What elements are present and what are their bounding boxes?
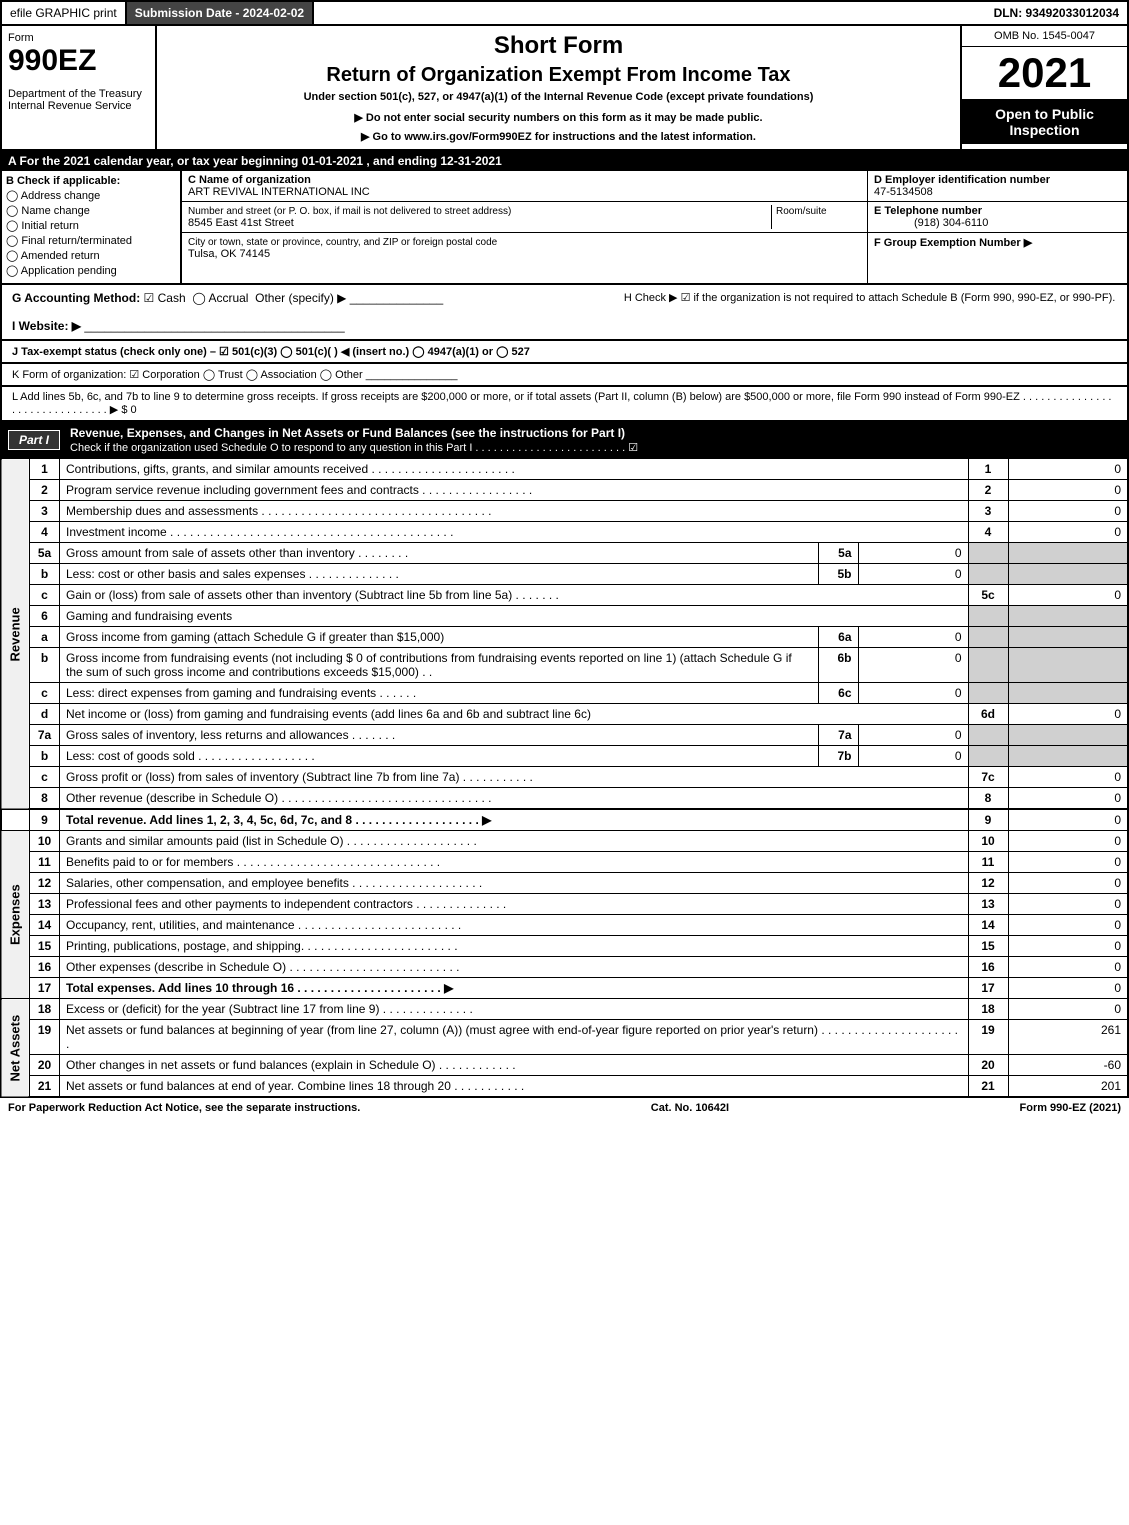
org-name: ART REVIVAL INTERNATIONAL INC — [188, 186, 370, 198]
footer-paperwork: For Paperwork Reduction Act Notice, see … — [8, 1102, 360, 1114]
short-form-title: Short Form — [163, 32, 954, 60]
row-g-h-i: G Accounting Method: ☑ Cash ◯ Accrual Ot… — [0, 285, 1129, 341]
c-city-label: City or town, state or province, country… — [188, 237, 497, 248]
dept-label: Department of the Treasury — [8, 88, 149, 100]
top-bar: efile GRAPHIC print Submission Date - 20… — [0, 0, 1129, 26]
form-header: Form 990EZ Department of the Treasury In… — [0, 26, 1129, 151]
form-number: 990EZ — [8, 44, 149, 78]
chk-initial-return[interactable]: ◯ Initial return — [6, 219, 176, 232]
section-b: B Check if applicable: ◯ Address change … — [2, 171, 182, 283]
expenses-tab: Expenses — [1, 831, 30, 999]
tax-year: 2021 — [962, 47, 1127, 100]
irs-label: Internal Revenue Service — [8, 100, 149, 112]
section-c: C Name of organization ART REVIVAL INTER… — [182, 171, 867, 283]
net-assets-tab: Net Assets — [1, 999, 30, 1098]
chk-address-change[interactable]: ◯ Address change — [6, 189, 176, 202]
chk-cash[interactable]: ☑ Cash — [144, 291, 186, 305]
efile-print-label[interactable]: efile GRAPHIC print — [2, 2, 127, 24]
chk-final-return[interactable]: ◯ Final return/terminated — [6, 234, 176, 247]
footer-cat-no: Cat. No. 10642I — [651, 1102, 729, 1114]
header-center: Short Form Return of Organization Exempt… — [157, 26, 962, 149]
ssn-warning: ▶ Do not enter social security numbers o… — [163, 111, 954, 124]
chk-application-pending[interactable]: ◯ Application pending — [6, 264, 176, 277]
goto-link[interactable]: ▶ Go to www.irs.gov/Form990EZ for instru… — [163, 130, 954, 143]
chk-name-change[interactable]: ◯ Name change — [6, 204, 176, 217]
org-street: 8545 East 41st Street — [188, 217, 294, 229]
header-right: OMB No. 1545-0047 2021 Open to Public In… — [962, 26, 1127, 149]
submission-date-button[interactable]: Submission Date - 2024-02-02 — [127, 2, 314, 24]
ein: 47-5134508 — [874, 186, 933, 198]
e-label: E Telephone number — [874, 205, 982, 217]
f-label: F Group Exemption Number ▶ — [874, 237, 1032, 249]
b-label: B Check if applicable: — [6, 175, 120, 187]
chk-accrual[interactable]: ◯ Accrual — [192, 291, 248, 305]
public-inspection: Open to Public Inspection — [962, 100, 1127, 144]
i-label: I Website: ▶ — [12, 319, 81, 333]
org-city: Tulsa, OK 74145 — [188, 248, 270, 260]
info-grid: B Check if applicable: ◯ Address change … — [0, 171, 1129, 285]
c-name-label: C Name of organization — [188, 174, 311, 186]
row-l: L Add lines 5b, 6c, and 7b to line 9 to … — [0, 387, 1129, 422]
row-k: K Form of organization: ☑ Corporation ◯ … — [0, 364, 1129, 387]
part1-header: Part I Revenue, Expenses, and Changes in… — [0, 422, 1129, 458]
under-section: Under section 501(c), 527, or 4947(a)(1)… — [163, 91, 954, 103]
part1-check: Check if the organization used Schedule … — [70, 442, 638, 454]
omb-number: OMB No. 1545-0047 — [962, 26, 1127, 47]
form-label: Form — [8, 32, 149, 44]
d-label: D Employer identification number — [874, 174, 1050, 186]
h-label: H Check ▶ ☑ if the organization is not r… — [604, 291, 1117, 333]
g-label: G Accounting Method: — [12, 291, 140, 305]
room-label: Room/suite — [776, 206, 827, 217]
phone: (918) 304-6110 — [874, 217, 988, 229]
dln-label: DLN: 93492033012034 — [986, 2, 1127, 24]
g-other: Other (specify) ▶ — [255, 291, 346, 305]
return-title: Return of Organization Exempt From Incom… — [163, 64, 954, 87]
revenue-tab: Revenue — [1, 459, 30, 810]
section-def: D Employer identification number 47-5134… — [867, 171, 1127, 283]
part1-table: Revenue 1 Contributions, gifts, grants, … — [0, 458, 1129, 1098]
header-left: Form 990EZ Department of the Treasury In… — [2, 26, 157, 149]
page-footer: For Paperwork Reduction Act Notice, see … — [0, 1098, 1129, 1118]
chk-amended-return[interactable]: ◯ Amended return — [6, 249, 176, 262]
part1-title: Revenue, Expenses, and Changes in Net As… — [70, 426, 625, 440]
row-j: J Tax-exempt status (check only one) – ☑… — [0, 341, 1129, 364]
footer-form-id: Form 990-EZ (2021) — [1020, 1102, 1121, 1114]
part1-box: Part I — [8, 430, 60, 450]
c-street-label: Number and street (or P. O. box, if mail… — [188, 206, 511, 217]
section-a: A For the 2021 calendar year, or tax yea… — [0, 151, 1129, 171]
